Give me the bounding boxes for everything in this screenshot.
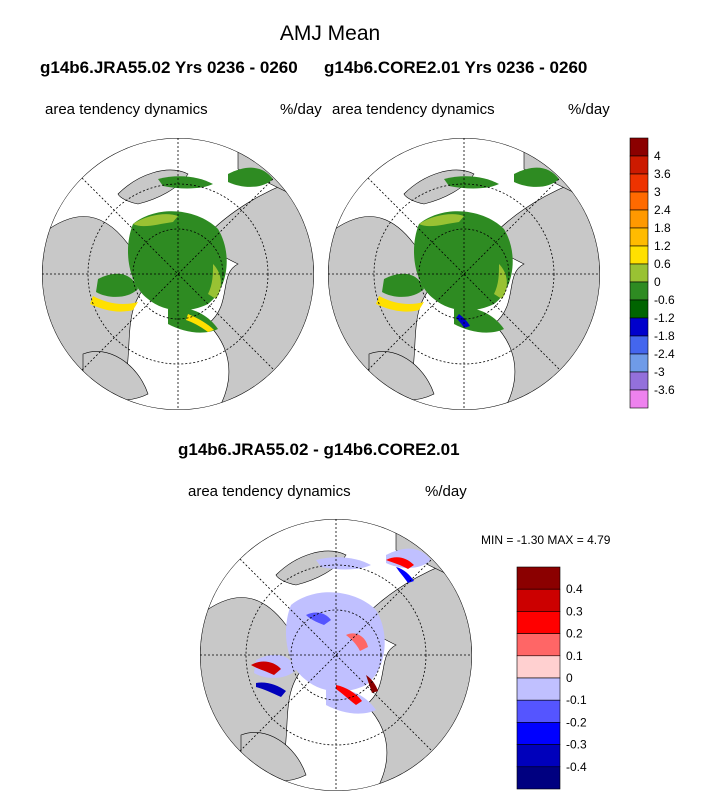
top-colorbar-tick-label-10: -1.8 (654, 329, 675, 343)
top-colorbar-swatch-0 (629, 137, 649, 157)
left-polar-map (42, 138, 314, 410)
top-colorbar-tick-label-0: 4 (654, 149, 661, 163)
diff-title: g14b6.JRA55.02 - g14b6.CORE2.01 (178, 440, 460, 459)
top-colorbar-tick-label-6: 0.6 (654, 257, 671, 271)
diff-colorbar-swatch-2 (516, 611, 561, 634)
top-colorbar-swatch-2 (629, 173, 649, 193)
top-colorbar-tick-label-13: -3.6 (654, 383, 675, 397)
min-label: MIN = (481, 533, 514, 547)
top-colorbar-tick-label-11: -2.4 (654, 347, 675, 361)
top-colorbar-tick-label-8: -0.6 (654, 293, 675, 307)
top-colorbar-swatch-12 (629, 353, 649, 373)
max-label: MAX = (547, 533, 584, 547)
diff-units-label: %/day (425, 483, 467, 500)
top-colorbar-swatch-14 (629, 389, 649, 409)
right-case-title: g14b6.CORE2.01 Yrs 0236 - 0260 (324, 58, 588, 77)
top-colorbar-swatch-4 (629, 209, 649, 229)
diff-colorbar-tick-label-8: -0.4 (566, 760, 587, 774)
top-colorbar-swatch-1 (629, 155, 649, 175)
diff-colorbar-tick-label-3: 0.1 (566, 649, 583, 663)
diff-polar-map (200, 519, 472, 791)
top-colorbar: 4 3.6 3 2.4 1.8 1.2 0.6 0 -0.6 -1.2 -1.8 -2.4 -3 -3.6 (629, 137, 675, 409)
top-colorbar-tick-label-1: 3.6 (654, 167, 671, 181)
left-units-label: %/day (280, 101, 322, 118)
diff-colorbar-tick-label-1: 0.3 (566, 604, 583, 618)
top-colorbar-tick-label-4: 1.8 (654, 221, 671, 235)
diff-colorbar-swatch-8 (516, 744, 561, 768)
top-colorbar-swatch-6 (629, 245, 649, 265)
left-case-title: g14b6.JRA55.02 Yrs 0236 - 0260 (40, 58, 298, 77)
top-colorbar-tick-label-5: 1.2 (654, 239, 671, 253)
diff-colorbar-tick-label-4: 0 (566, 671, 573, 685)
top-colorbar-swatch-5 (629, 227, 649, 247)
diff-colorbar-swatch-7 (516, 722, 561, 745)
diff-colorbar-swatch-9 (516, 766, 561, 790)
left-variable-label: area tendency dynamics (45, 101, 208, 118)
top-colorbar-tick-label-7: 0 (654, 275, 661, 289)
top-colorbar-swatch-10 (629, 317, 649, 337)
min-value: -1.30 (516, 533, 545, 547)
top-colorbar-swatch-11 (629, 335, 649, 355)
top-colorbar-tick-label-12: -3 (654, 365, 665, 379)
diff-colorbar-tick-label-6: -0.2 (566, 715, 587, 729)
top-colorbar-tick-label-3: 2.4 (654, 203, 671, 217)
diff-colorbar-tick-label-7: -0.3 (566, 738, 587, 752)
top-colorbar-tick-label-9: -1.2 (654, 311, 675, 325)
top-colorbar-swatch-13 (629, 371, 649, 391)
right-polar-map (328, 138, 600, 410)
diff-colorbar-swatch-5 (516, 677, 561, 701)
right-variable-label: area tendency dynamics (332, 101, 495, 118)
diff-colorbar-swatch-4 (516, 655, 561, 679)
top-colorbar-swatch-8 (629, 281, 649, 301)
right-units-label: %/day (568, 101, 610, 118)
diff-colorbar-swatch-3 (516, 633, 561, 657)
diff-colorbar-tick-label-2: 0.2 (566, 627, 583, 641)
diff-colorbar: 0.4 0.3 0.2 0.1 0 -0.1 -0.2 -0.3 -0.4 (516, 566, 587, 790)
diff-colorbar-swatch-0 (516, 566, 561, 590)
min-max-readout: MIN = -1.30 MAX = 4.79 (481, 533, 610, 547)
top-colorbar-swatch-9 (629, 299, 649, 319)
top-colorbar-tick-label-2: 3 (654, 185, 661, 199)
top-colorbar-swatch-3 (629, 191, 649, 211)
diff-colorbar-swatch-6 (516, 699, 561, 723)
main-title: AMJ Mean (279, 22, 381, 45)
diff-colorbar-tick-label-0: 0.4 (566, 582, 583, 596)
diff-variable-label: area tendency dynamics (188, 483, 351, 500)
diff-colorbar-tick-label-5: -0.1 (566, 693, 587, 707)
max-value: 4.79 (587, 533, 611, 547)
diff-colorbar-swatch-1 (516, 588, 561, 612)
top-colorbar-swatch-7 (629, 263, 649, 283)
